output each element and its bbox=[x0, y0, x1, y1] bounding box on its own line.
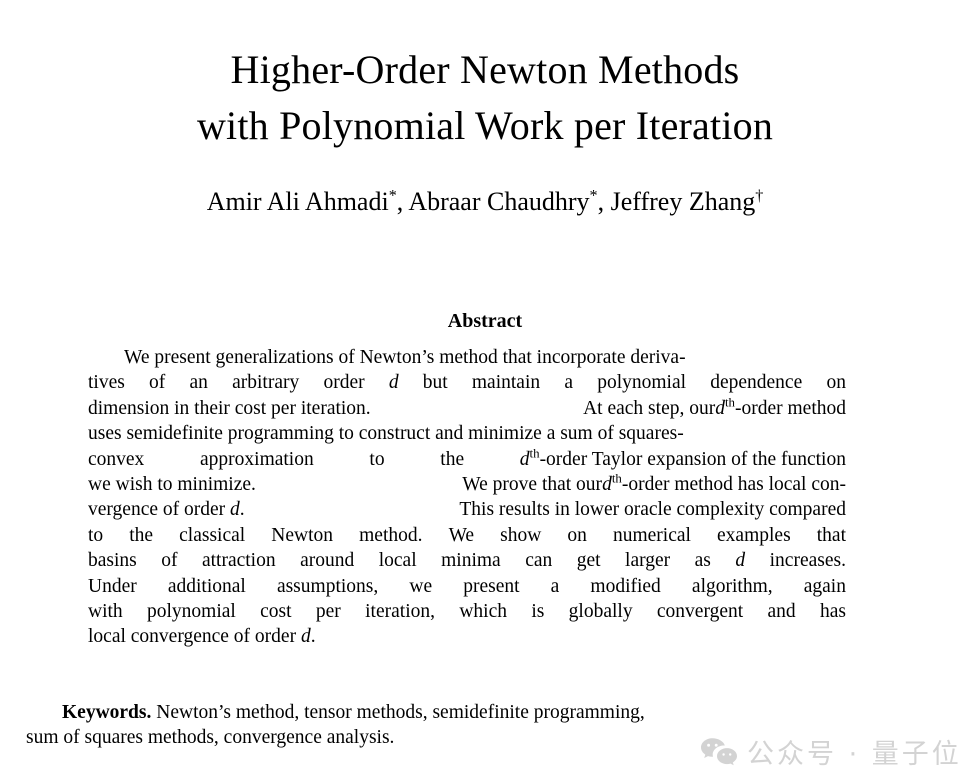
math-var-d: d bbox=[602, 474, 612, 496]
paper-title: Higher-Order Newton Methods with Polynom… bbox=[0, 42, 970, 154]
keywords-section: Keywords. Newton’s method, tensor method… bbox=[26, 700, 926, 751]
math-var-d: d bbox=[715, 397, 725, 419]
keywords-text-line-2: sum of squares methods, convergence anal… bbox=[26, 727, 395, 749]
author-name-3: Jeffrey Zhang bbox=[610, 187, 756, 216]
abstract-heading: Abstract bbox=[447, 310, 523, 332]
abstract-line-2: tives of an arbitrary order d but maintain a poly… bbox=[88, 370, 846, 395]
math-var-d: d bbox=[300, 626, 311, 648]
math-var-d: d bbox=[519, 448, 530, 470]
keywords-line-2: sum of squares methods, convergence anal… bbox=[26, 725, 926, 750]
abstract-line-4: uses semidefinite programming to constru… bbox=[88, 423, 684, 445]
abstract-line-9: basins of attraction around local minima can ge… bbox=[88, 548, 846, 573]
author-separator-2: , bbox=[597, 187, 611, 216]
author-name-1: Amir Ali Ahmadi bbox=[206, 187, 389, 216]
math-var-d: d bbox=[388, 372, 399, 394]
abstract-line-10: Under additional assumptions, we present a mod… bbox=[88, 575, 846, 597]
author-footnote-marker-2: * bbox=[589, 187, 598, 205]
title-line-2: with Polynomial Work per Iteration bbox=[196, 103, 774, 148]
math-var-d: d bbox=[230, 499, 240, 521]
abstract-line-12: local convergence of order d. bbox=[88, 626, 316, 648]
author-separator-1: , bbox=[396, 187, 409, 216]
abstract-line-3: dimension in their cost per iteration. At… bbox=[88, 395, 846, 419]
title-line-1: Higher-Order Newton Methods bbox=[230, 47, 740, 92]
abstract-line-6: we wish to minimize. We prove that ourdth… bbox=[88, 471, 846, 496]
abstract-body: We present generalizations of Newton’s m… bbox=[88, 345, 846, 650]
keywords-label: Keywords. bbox=[62, 702, 152, 723]
author-name-2: Abraar Chaudhry bbox=[408, 187, 590, 216]
abstract-line-11: with polynomial cost per iteration, which is gl… bbox=[88, 601, 846, 623]
author-footnote-marker-1: * bbox=[388, 187, 397, 205]
author-list: Amir Ali Ahmadi*, Abraar Chaudhry*, Jeff… bbox=[0, 185, 970, 219]
keywords-text-line-1: Newton’s method, tensor methods, semidef… bbox=[156, 702, 645, 723]
author-footnote-marker-3: † bbox=[755, 187, 764, 205]
abstract-line-8: to the classical Newton method. We show on numer… bbox=[88, 524, 846, 546]
keywords-line-1: Keywords. Newton’s method, tensor method… bbox=[26, 700, 926, 725]
abstract-line-5: convex approximation to the dth-order Taylor… bbox=[88, 446, 846, 470]
abstract-line-1: We present generalizations of Newton’s m… bbox=[124, 347, 686, 368]
abstract-line-7: vergence of order d. This results in lowe… bbox=[88, 499, 846, 521]
math-var-d: d bbox=[735, 550, 746, 572]
